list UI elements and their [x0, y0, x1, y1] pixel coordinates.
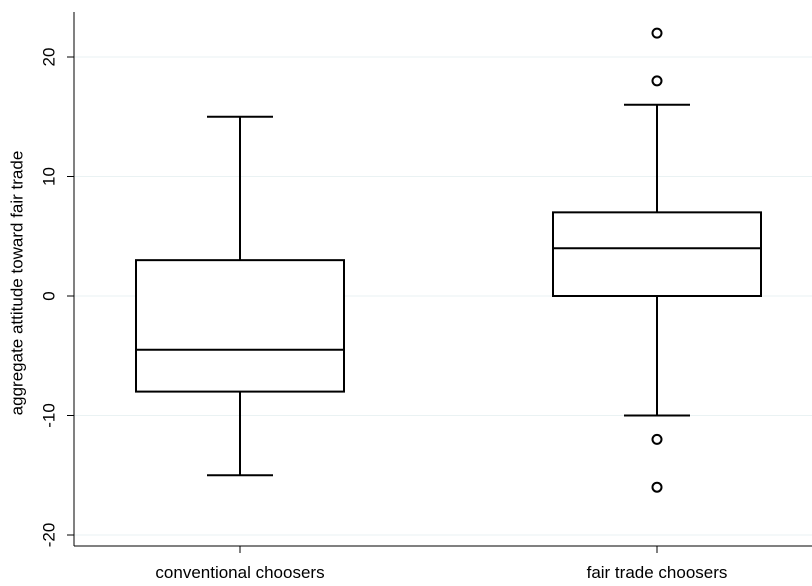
outlier-point [651, 481, 663, 493]
outlier-point [651, 27, 663, 39]
y-tick-label: -10 [39, 403, 58, 428]
y-tick-label: 0 [39, 291, 58, 300]
y-tick-label: -20 [39, 523, 58, 548]
x-tick-label: conventional choosers [155, 563, 324, 582]
y-tick-label: 20 [39, 48, 58, 67]
box [135, 259, 345, 393]
y-tick-label: 10 [39, 167, 58, 186]
outlier-point [651, 433, 663, 445]
outlier-point [651, 75, 663, 87]
y-axis-ticks: -20 -10 0 10 20 [39, 48, 74, 548]
x-axis-ticks: conventional choosers fair trade choosers [155, 546, 727, 582]
y-axis-title: aggregate attitude toward fair trade [7, 151, 26, 416]
box-group [135, 115, 345, 477]
x-tick-label: fair trade choosers [587, 563, 728, 582]
box-series [135, 27, 762, 493]
box-group [552, 27, 762, 493]
box [552, 211, 762, 298]
